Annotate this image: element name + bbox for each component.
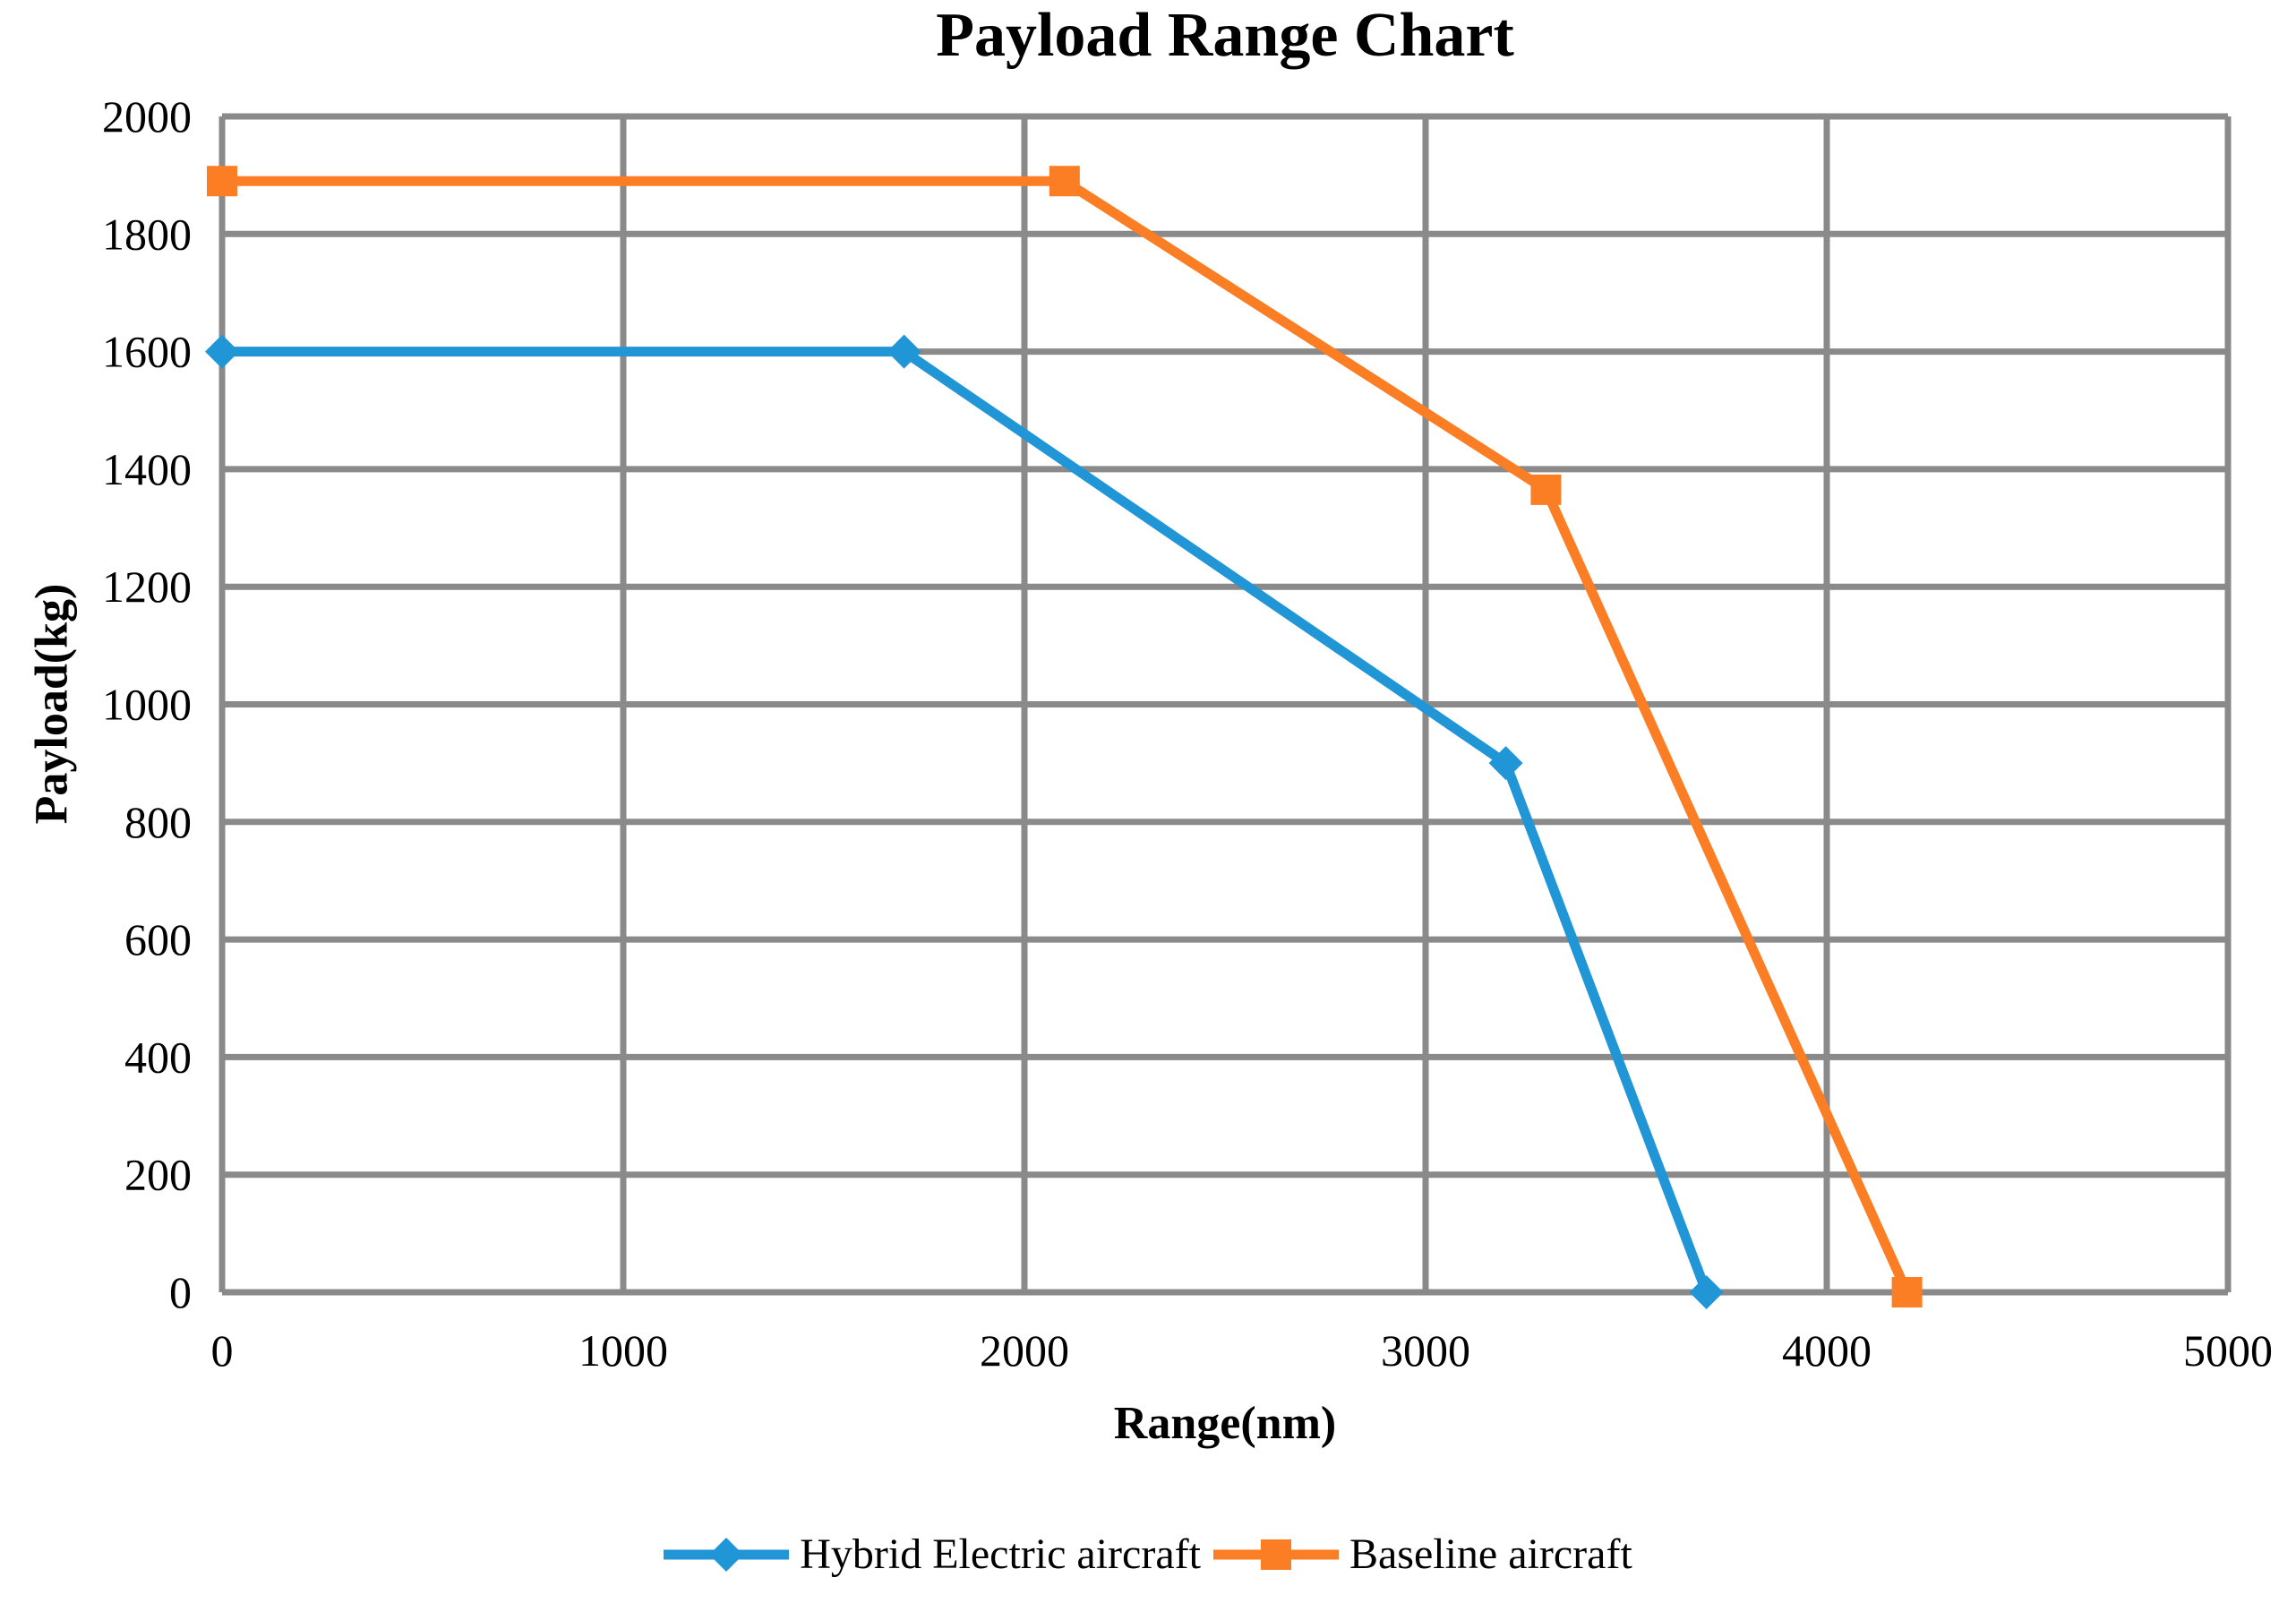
legend-label: Baseline aircraft [1349, 1530, 1632, 1578]
legend: Hybrid Electric aircraft Baseline aircraf… [0, 1530, 2296, 1579]
x-tick-label: 3000 [1381, 1325, 1470, 1376]
y-tick-label: 1200 [102, 561, 192, 612]
data-point-marker-square [1260, 1539, 1291, 1570]
x-tick-label: 2000 [980, 1325, 1069, 1376]
data-point-marker-diamond [1488, 746, 1523, 781]
y-tick-label: 200 [124, 1150, 192, 1200]
y-tick-label: 1600 [102, 327, 192, 377]
y-tick-label: 1400 [102, 444, 192, 494]
data-point-marker-square [1530, 474, 1562, 505]
y-tick-label: 600 [124, 914, 192, 964]
x-axis-label: Range(nm) [1113, 1398, 1337, 1449]
legend-diamond-marker-icon [664, 1537, 790, 1572]
y-tick-label: 1800 [102, 209, 192, 259]
y-tick-label: 1000 [102, 680, 192, 730]
data-point-marker-square [1891, 1277, 1923, 1307]
chart-title: Payload Range Chart [936, 1, 1514, 70]
series-hybrid-electric-aircraft [205, 334, 1724, 1309]
x-tick-label: 5000 [2183, 1325, 2273, 1376]
data-point-marker-square [1049, 166, 1080, 197]
legend-item: Hybrid Electric aircraft [664, 1530, 1201, 1579]
data-point-marker-square [207, 166, 237, 197]
data-point-marker-diamond [887, 334, 921, 369]
y-tick-label: 2000 [102, 91, 192, 141]
data-point-marker-diamond [1689, 1275, 1724, 1309]
x-tick-label: 4000 [1782, 1325, 1872, 1376]
series-baseline-aircraft [207, 166, 1923, 1307]
y-tick-label: 400 [124, 1032, 192, 1082]
data-point-marker-diamond [709, 1537, 744, 1572]
y-tick-label: 800 [124, 797, 192, 847]
legend-label: Hybrid Electric aircraft [800, 1530, 1201, 1578]
legend-square-marker-icon [1212, 1539, 1339, 1570]
y-tick-label: 0 [169, 1267, 192, 1317]
series-line [222, 176, 1912, 1295]
x-tick-label: 0 [211, 1325, 234, 1376]
data-point-marker-diamond [205, 334, 239, 369]
series-line [222, 347, 1711, 1294]
legend-item: Baseline aircraft [1212, 1530, 1632, 1579]
x-tick-label: 1000 [578, 1325, 668, 1376]
